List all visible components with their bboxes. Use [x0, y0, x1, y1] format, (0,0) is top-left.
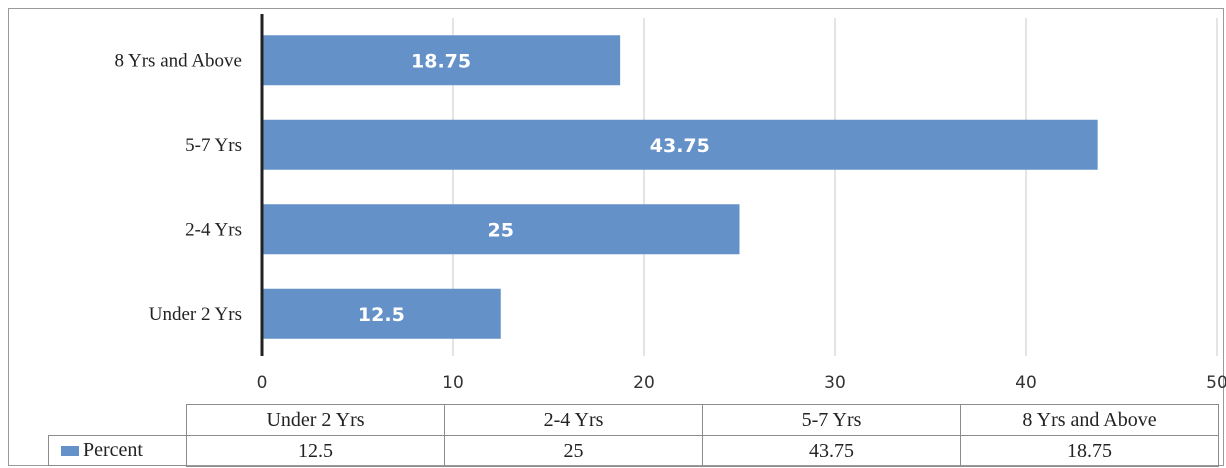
x-tick-label: 40: [1015, 373, 1037, 393]
legend-percent: Percent: [48, 435, 187, 466]
x-tick-label: 20: [633, 373, 655, 393]
data-table-header: 8 Yrs and Above: [960, 404, 1219, 436]
bar: [262, 119, 1098, 170]
x-tick-label: 0: [257, 373, 268, 393]
data-table-header: 2-4 Yrs: [444, 404, 703, 436]
legend-swatch: [61, 445, 79, 456]
data-table-header: Under 2 Yrs: [186, 404, 445, 436]
data-table-value: 25: [444, 435, 703, 467]
category-labels: Under 2 Yrs 2-4 Yrs 5-7 Yrs 8 Yrs and Above: [114, 50, 242, 325]
bar: [262, 288, 501, 339]
data-label: 12.5: [358, 304, 405, 326]
category-label: Under 2 Yrs: [149, 304, 242, 325]
data-table-value-row: 12.5 25 43.75 18.75: [186, 435, 1219, 467]
category-label: 5-7 Yrs: [185, 135, 242, 156]
data-labels: 12.5 25 43.75 18.75: [358, 50, 710, 326]
tick-labels: 0 10 20 30 40 50: [257, 373, 1226, 393]
category-label: 8 Yrs and Above: [114, 50, 242, 71]
data-label: 25: [488, 219, 514, 241]
data-label: 18.75: [411, 50, 471, 72]
data-table-value: 43.75: [702, 435, 961, 467]
x-tick-label: 10: [442, 373, 464, 393]
data-label: 43.75: [650, 135, 710, 157]
x-tick-label: 30: [824, 373, 846, 393]
data-table-value: 12.5: [186, 435, 445, 467]
legend-label: Percent: [83, 439, 143, 461]
data-table: Under 2 Yrs 2-4 Yrs 5-7 Yrs 8 Yrs and Ab…: [186, 404, 1219, 467]
bar: [262, 204, 740, 255]
data-table-header: 5-7 Yrs: [702, 404, 961, 436]
category-label: 2-4 Yrs: [185, 219, 242, 240]
bar: [262, 35, 621, 86]
x-tick-label: 50: [1206, 373, 1226, 393]
bars: [262, 35, 1098, 339]
data-table-header-row: Under 2 Yrs 2-4 Yrs 5-7 Yrs 8 Yrs and Ab…: [186, 404, 1219, 436]
bar-chart: Under 2 Yrs 2-4 Yrs 5-7 Yrs 8 Yrs and Above…: [114, 14, 1226, 393]
data-table-value: 18.75: [960, 435, 1219, 467]
